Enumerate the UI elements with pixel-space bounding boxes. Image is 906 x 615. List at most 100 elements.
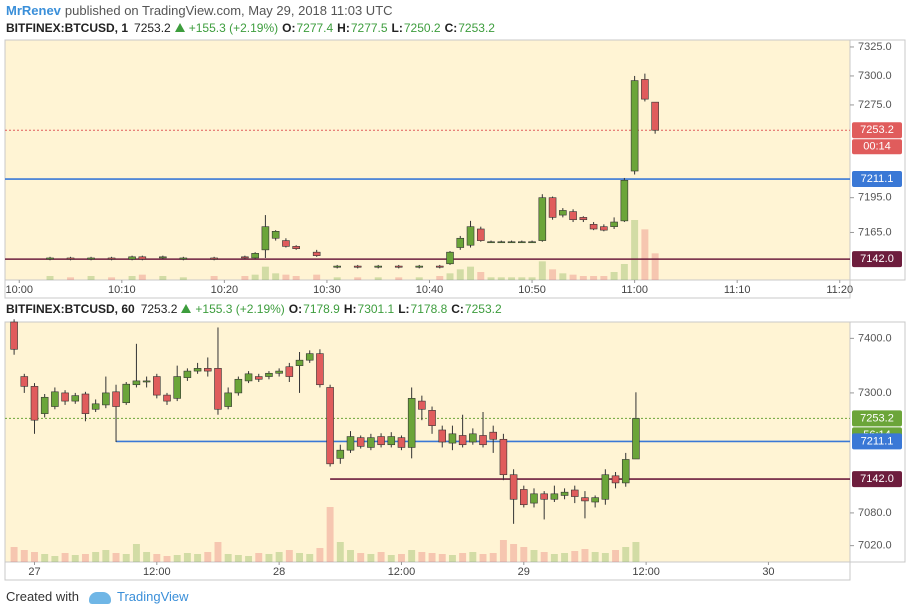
x-tick-label: 28 [273, 566, 285, 578]
symbol: BITFINEX:BTCUSD, 1 [6, 21, 129, 35]
volume-bar [538, 261, 546, 280]
volume-bar [313, 274, 321, 280]
volume-bar [530, 550, 538, 562]
candle-body [438, 429, 447, 443]
candle-body [346, 436, 355, 451]
candle-body [560, 491, 569, 496]
ohlc-value: 7301.1 [357, 302, 395, 316]
candle-body [387, 436, 396, 446]
candle-body [183, 370, 192, 378]
volume-bar [234, 555, 242, 562]
candle-body [312, 251, 321, 256]
candle-body [540, 493, 548, 500]
footer-prefix: Created with [6, 589, 79, 604]
volume-bar [326, 507, 334, 562]
ohlc-value: 7250.2 [403, 21, 441, 35]
candle-body [10, 321, 18, 350]
candle-body [326, 387, 334, 465]
volume-bar [41, 554, 49, 562]
candle-body [581, 497, 589, 502]
author[interactable]: MrRenev [6, 3, 61, 18]
volume-bar [549, 269, 557, 280]
candle-body [497, 241, 506, 244]
volume-bar [296, 553, 303, 562]
volume-bar [173, 555, 181, 562]
candle-body [204, 368, 212, 372]
countdown-tag [852, 139, 902, 155]
ohlc-label: C: [444, 21, 458, 35]
candle-body [20, 376, 29, 387]
volume-bar [601, 553, 609, 562]
legend: BITFINEX:BTCUSD, 1 7253.2 +155.3 (+2.19%) O… [6, 21, 499, 35]
candle-body [550, 493, 559, 500]
volume-bar [67, 277, 75, 280]
candle-body [336, 449, 345, 459]
volume-bar [559, 273, 567, 280]
candle-body [244, 373, 253, 382]
time-axis [4, 279, 851, 299]
x-tick-label: 10:20 [211, 284, 239, 296]
candle-body [415, 265, 424, 268]
x-tick-label: 11:20 [826, 284, 853, 296]
candle-body [570, 489, 579, 497]
volume-bar [241, 276, 249, 280]
volume-bar [265, 554, 273, 562]
ohlc-value: 7178.8 [410, 302, 448, 316]
volume-bar [224, 554, 232, 562]
volume-bar [128, 276, 136, 280]
candle-body [499, 438, 508, 476]
volume-bar [418, 552, 426, 562]
candle-body [469, 433, 477, 443]
volume-bar [245, 556, 253, 562]
x-tick-label: 10:10 [108, 284, 136, 296]
volume-bar [591, 552, 599, 562]
last-price: 7253.2 [134, 21, 171, 35]
price-tag [852, 433, 902, 450]
volume-bar [159, 276, 167, 280]
candle-body [377, 436, 385, 446]
brand[interactable]: TradingView [116, 589, 189, 604]
volume-bar [354, 277, 362, 280]
price-tag [852, 122, 902, 139]
logo [88, 591, 111, 604]
volume-bar [489, 553, 497, 562]
candle-body [87, 257, 95, 260]
candle-body [479, 435, 487, 446]
candle-body [292, 246, 300, 249]
price-tag-label: 7211.1 [861, 173, 894, 185]
volume-bar [479, 554, 487, 562]
volume-bar [108, 277, 116, 280]
volume-bar [132, 544, 140, 562]
candle-body [102, 392, 110, 406]
y-tick-label: 7165.0 [858, 226, 892, 238]
candle-body [61, 392, 69, 402]
price-tag-label: 7253.2 [860, 124, 894, 136]
volume-bar [183, 553, 191, 562]
candle-body [316, 353, 324, 386]
candle-body [446, 251, 454, 265]
volume-bar [163, 556, 171, 562]
volume-bar [438, 554, 446, 562]
x-tick-label: 30 [762, 566, 774, 578]
x-tick-label: 29 [518, 566, 530, 578]
plot-background [4, 39, 851, 281]
candle-body [509, 474, 518, 500]
volume-bar [374, 277, 382, 280]
candle-body [40, 396, 49, 414]
countdown: 00:14 [863, 141, 891, 153]
candle-body [621, 459, 630, 484]
candle-body [30, 386, 39, 421]
volume-bar [579, 276, 587, 280]
candle-body [210, 257, 218, 260]
volume-bar [641, 229, 649, 280]
volume-bar [347, 550, 354, 562]
price-tag [852, 471, 902, 488]
footer: Created with TradingView [6, 589, 189, 604]
ohlc-label: H: [337, 21, 350, 35]
price-tag-label: 7211.1 [861, 435, 894, 447]
volume-bar [138, 274, 146, 280]
x-tick-label: 12:00 [388, 566, 416, 578]
ohlc-label: O: [282, 21, 296, 35]
candle-body [610, 221, 618, 227]
ohlc-label: O: [288, 302, 303, 316]
